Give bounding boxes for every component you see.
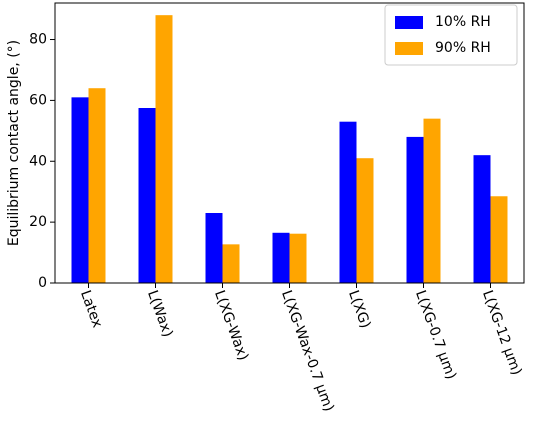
x-tick-label: Latex [77, 288, 105, 330]
legend-label: 90% RH [435, 40, 491, 56]
bar [138, 108, 156, 283]
y-axis-label: Equilibrium contact angle, (°) [6, 40, 22, 246]
bar [339, 121, 357, 284]
legend-swatch [395, 42, 423, 55]
legend-swatch [395, 16, 423, 29]
bar [71, 97, 89, 283]
bar [155, 15, 173, 283]
y-tick-label: 0 [38, 275, 47, 291]
x-tick-label: L(XG-12 µm) [479, 288, 524, 377]
y-tick-label: 40 [29, 153, 47, 169]
bar [222, 244, 240, 283]
bar [289, 233, 307, 283]
bar [356, 158, 374, 283]
bar [272, 232, 290, 283]
x-tick-label: L(XG-0.7 µm) [412, 288, 459, 381]
y-tick-label: 60 [29, 92, 47, 108]
bar [205, 213, 223, 283]
x-tick-label: L(Wax) [144, 288, 176, 339]
x-tick-label: L(XG-Wax-0.7 µm) [278, 288, 337, 414]
y-tick-label: 80 [29, 32, 47, 48]
y-tick-label: 20 [29, 214, 47, 230]
bar [473, 155, 491, 283]
x-tick-label: L(XG-Wax) [211, 288, 251, 363]
plot-frame [54, 2, 525, 284]
bar [406, 136, 424, 283]
legend-label: 10% RH [435, 14, 491, 30]
x-tick-label: L(XG) [345, 288, 373, 330]
bar [423, 118, 441, 283]
bar [88, 88, 106, 283]
bar [490, 196, 508, 283]
